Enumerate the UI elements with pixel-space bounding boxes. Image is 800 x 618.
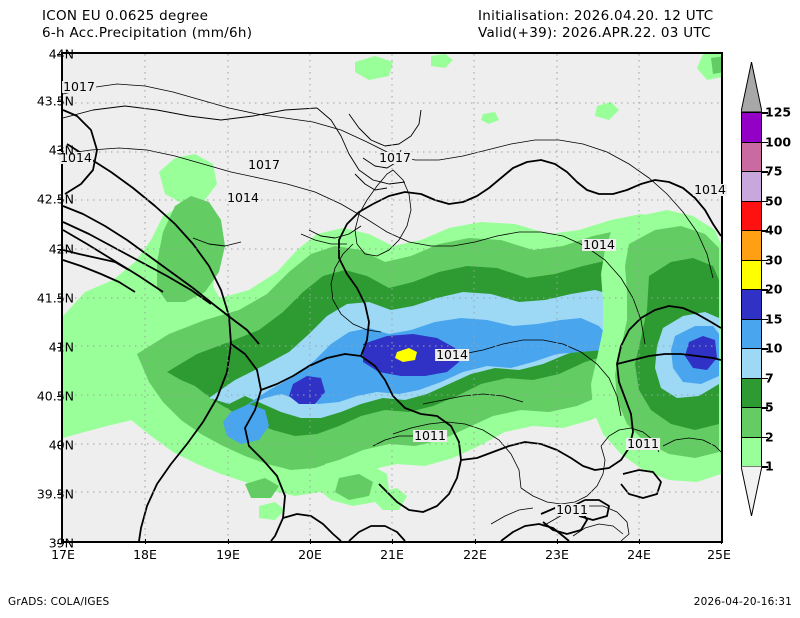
colorbar-band-75-100 [741, 141, 762, 171]
precipitation-map [63, 54, 721, 541]
colorbar-tick-label: 15 [765, 311, 783, 326]
isobar-label: 1017 [378, 150, 412, 165]
colorbar-band-1-2 [741, 436, 762, 466]
colorbar-band-2-5 [741, 407, 762, 437]
y-tick-label: 40.5N [36, 388, 74, 404]
isobar-label: 1014 [582, 237, 616, 252]
isobar-label: 1011 [626, 436, 660, 451]
isobar-label: 1011 [413, 428, 447, 443]
valid-time: Valid(+39): 2026.APR.22. 03 UTC [478, 25, 711, 41]
colorbar-band-50-75 [741, 171, 762, 201]
map-plot-area[interactable]: 1017 1017 1017 1014 1014 1014 1014 1014 … [59, 52, 727, 543]
colorbar-band-40-50 [741, 200, 762, 230]
colorbar-band-15-20 [741, 289, 762, 319]
isobar-label: 1017 [62, 79, 96, 94]
precipitation-colorbar[interactable]: 125 100 75 50 40 30 20 15 10 7 5 2 1 [741, 105, 791, 474]
render-timestamp: 2026-04-20-16:31 [693, 596, 792, 608]
x-tick-label: 22E [463, 547, 487, 562]
colorbar-tick-label: 75 [765, 163, 783, 179]
colorbar-tick-label: 20 [765, 281, 783, 297]
colorbar-tick-label: 2 [765, 429, 774, 444]
map-clip [63, 54, 721, 541]
colorbar-band-7-10 [741, 348, 762, 378]
colorbar-band-10-15 [741, 318, 762, 348]
colorbar-tick-label: 100 [765, 134, 792, 149]
colorbar-tick-label: 30 [765, 252, 783, 267]
colorbar-tick-label: 10 [765, 340, 783, 356]
x-tick-label: 24E [627, 547, 651, 562]
colorbar-band-100-125 [741, 112, 762, 142]
isobar-label: 1014 [435, 347, 469, 362]
x-tick-label: 17E [51, 547, 75, 562]
isobar-label: 1014 [226, 190, 260, 205]
x-tick-label: 18E [133, 547, 157, 562]
header-left-block: ICON EU 0.0625 degree 6-h Acc.Precipitat… [42, 8, 252, 42]
y-tick-label: 43N [48, 142, 74, 158]
colorbar-band-20-30 [741, 259, 762, 289]
y-tick-label: 39.5N [36, 486, 74, 502]
colorbar-band-30-40 [741, 230, 762, 260]
colorbar-tick-label: 1 [765, 458, 774, 474]
colorbar-tick-label: 5 [765, 399, 774, 415]
colorbar-under-arrow [741, 466, 762, 516]
header-right-block: Initialisation: 2026.04.20. 12 UTC Valid… [478, 8, 713, 42]
x-tick-label: 23E [545, 547, 569, 562]
isobar-label: 1014 [693, 182, 727, 197]
y-tick-label: 44N [48, 46, 74, 62]
colorbar-tick-label: 125 [765, 104, 792, 120]
precip-shading [63, 54, 721, 520]
y-tick-label: 40N [48, 437, 74, 453]
colorbar-over-arrow [741, 62, 762, 112]
colorbar-tick-label: 7 [765, 370, 774, 385]
isobar-label: 1017 [247, 157, 281, 172]
y-tick-label: 42N [48, 241, 74, 257]
field-title: 6-h Acc.Precipitation (mm/6h) [42, 25, 253, 41]
pressure-isobars [63, 83, 721, 541]
grads-credit: GrADS: COLA/IGES [8, 596, 110, 608]
colorbar-tick-label: 50 [765, 193, 783, 208]
isobar-label: 1014 [59, 150, 93, 165]
y-tick-label: 41N [48, 339, 74, 355]
colorbar-tick-label: 40 [765, 222, 783, 238]
x-tick-label: 20E [298, 547, 322, 562]
model-title: ICON EU 0.0625 degree [42, 8, 209, 24]
x-tick-label: 21E [380, 547, 404, 562]
y-tick-label: 41.5N [36, 290, 74, 306]
x-tick-label: 19E [216, 547, 240, 562]
y-tick-label: 42.5N [36, 191, 74, 207]
colorbar-band-5-7 [741, 377, 762, 407]
y-tick-label: 43.5N [36, 93, 74, 109]
x-tick-label: 25E [707, 547, 731, 562]
isobar-label: 1011 [555, 502, 589, 517]
initialisation-time: Initialisation: 2026.04.20. 12 UTC [478, 8, 714, 24]
coastlines-borders [63, 109, 721, 541]
